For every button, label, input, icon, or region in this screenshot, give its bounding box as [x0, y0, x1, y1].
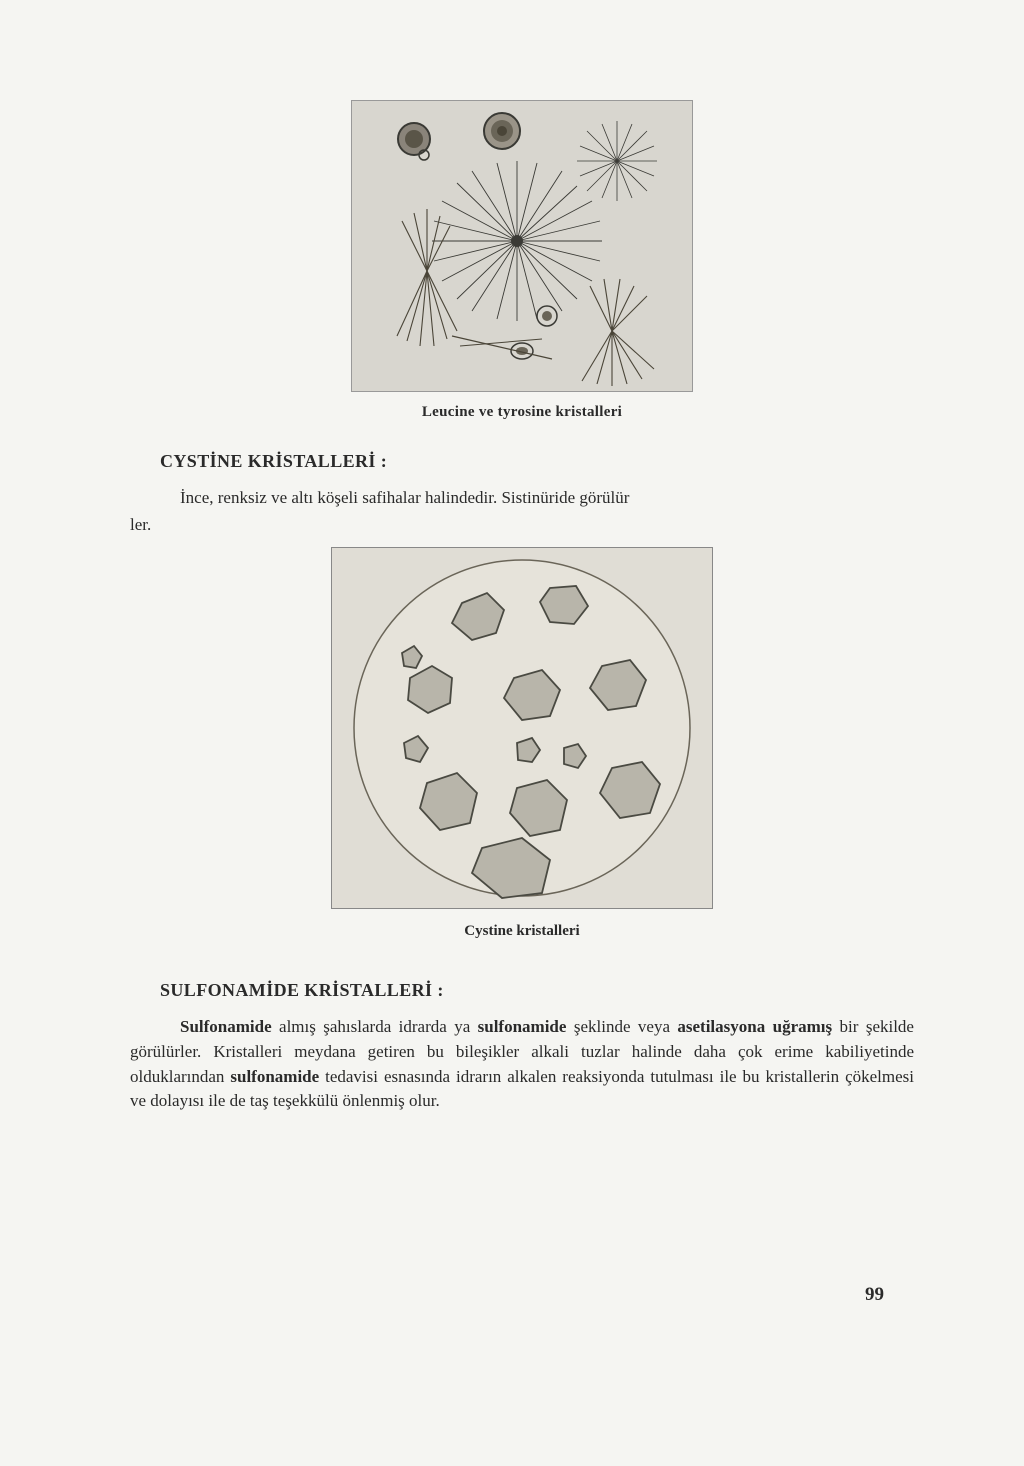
- figure-leucine-tyrosine: [351, 100, 693, 392]
- cystine-paragraph-line1: İnce, renksiz ve altı köşeli safihalar h…: [130, 486, 914, 511]
- figure2-caption: Cystine kristalleri: [130, 923, 914, 940]
- bold-text: asetilasyona uğramış: [677, 1017, 832, 1036]
- section-heading-sulfonamide: SULFONAMİDE KRİSTALLERİ :: [160, 980, 914, 1001]
- text-run: almış şahıslarda idrarda ya: [272, 1017, 478, 1036]
- sulfonamide-paragraph: Sulfonamide almış şahıslarda idrarda ya …: [130, 1015, 914, 1114]
- page-number: 99: [865, 1284, 884, 1306]
- figure1-caption: Leucine ve tyrosine kristalleri: [130, 404, 914, 421]
- cystine-svg: [332, 548, 712, 908]
- document-page: Leucine ve tyrosine kristalleri CYSTİNE …: [0, 0, 1024, 1466]
- figure-cystine: [331, 547, 713, 909]
- leucine-tyrosine-svg: [352, 101, 692, 391]
- bold-text: Sulfonamide: [180, 1017, 272, 1036]
- bold-text: sulfonamide: [230, 1067, 319, 1086]
- cystine-paragraph-line2: ler.: [130, 513, 914, 538]
- bold-text: sulfonamide: [478, 1017, 567, 1036]
- text-run: şeklinde veya: [566, 1017, 677, 1036]
- section-heading-cystine: CYSTİNE KRİSTALLERİ :: [160, 451, 914, 472]
